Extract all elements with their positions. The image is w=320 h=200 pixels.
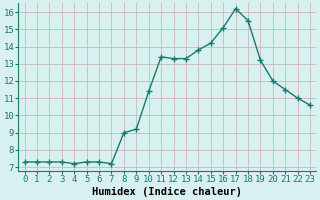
X-axis label: Humidex (Indice chaleur): Humidex (Indice chaleur) xyxy=(92,186,242,197)
